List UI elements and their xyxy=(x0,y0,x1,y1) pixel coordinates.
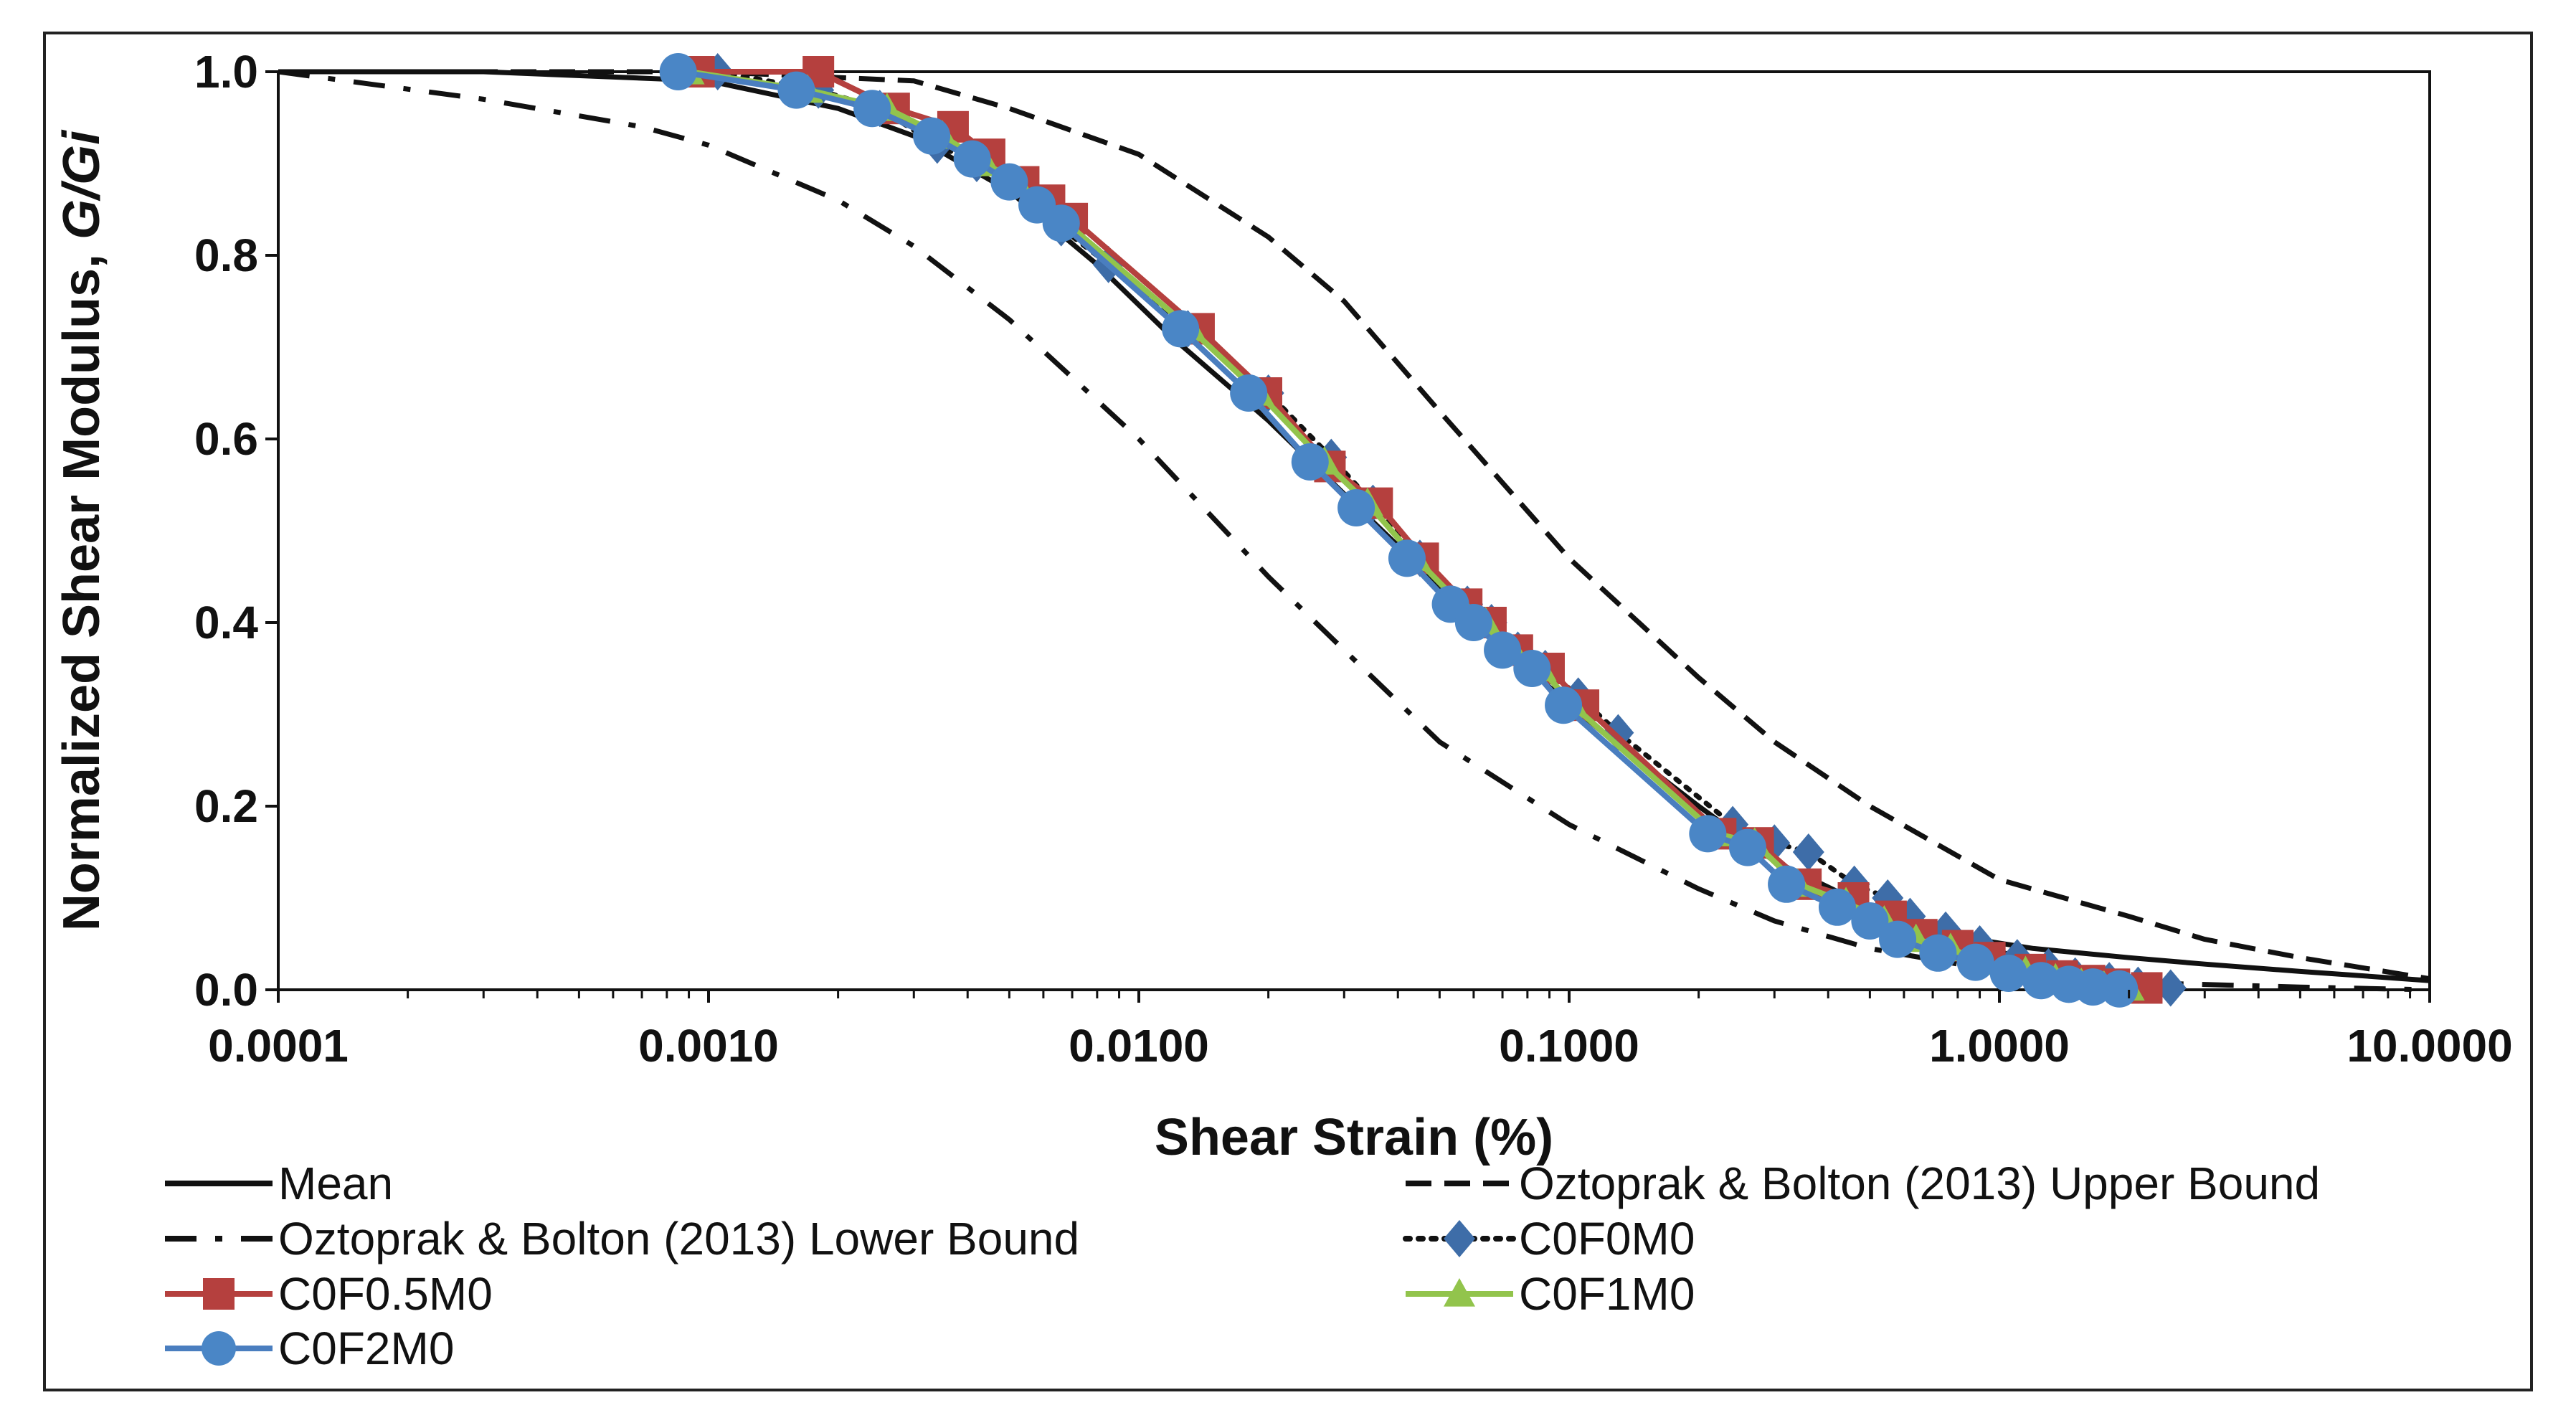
circle-marker xyxy=(953,140,991,178)
diamond-marker xyxy=(1444,1220,1475,1257)
circle-marker xyxy=(1230,374,1268,412)
diamond-marker xyxy=(2154,969,2187,1007)
legend-label-lower: Oztoprak & Bolton (2013) Lower Bound xyxy=(278,1213,1079,1264)
circle-marker xyxy=(202,1331,236,1366)
y-axis-title-italic: G/Gi xyxy=(53,129,110,240)
x-tick-label: 0.0010 xyxy=(638,1020,779,1072)
legend-item-lower: Oztoprak & Bolton (2013) Lower Bound xyxy=(165,1213,1079,1264)
circle-marker xyxy=(1388,539,1426,577)
legend-item-c0f0m0: C0F0M0 xyxy=(1403,1213,1695,1264)
series-line-c0f1m0 xyxy=(688,69,2129,991)
y-axis-title: Normalized Shear Modulus, G/Gi xyxy=(53,129,110,931)
ticks-layer: 0.0001 0.0010 0.0100 0.1000 1.0000 10.0000 0.0… xyxy=(194,46,2513,1072)
circle-marker xyxy=(1291,443,1329,481)
x-tick-label: 1.0000 xyxy=(1929,1020,2070,1072)
circle-marker xyxy=(1768,865,1806,903)
y-tick-label: 0.8 xyxy=(194,230,258,281)
legend: Mean Oztoprak & Bolton (2013) Upper Bound… xyxy=(165,1158,2320,1374)
circle-marker xyxy=(1545,686,1583,724)
y-tick-label: 0.0 xyxy=(194,964,258,1016)
circle-marker xyxy=(1919,934,1957,972)
legend-label-c0f1m0: C0F1M0 xyxy=(1519,1268,1695,1320)
x-axis-title: Shear Strain (%) xyxy=(1155,1109,1553,1166)
series-upper xyxy=(278,69,2430,982)
legend-item-c0f2m0: C0F2M0 xyxy=(165,1323,454,1374)
circle-marker xyxy=(1042,204,1080,242)
y-axis-title-main: Normalized Shear Modulus, xyxy=(53,240,110,931)
series-lower xyxy=(278,69,2430,993)
circle-marker xyxy=(1689,815,1727,853)
chart-frame xyxy=(43,32,2533,1391)
series-line-lower xyxy=(278,69,2430,993)
series-layer xyxy=(278,53,2430,1008)
y-tick-label: 0.4 xyxy=(194,597,258,648)
square-marker xyxy=(203,1278,235,1310)
series-c0f0m0 xyxy=(701,53,2187,1007)
triangle-marker xyxy=(1444,1278,1475,1307)
legend-item-c0f05m0: C0F0.5M0 xyxy=(165,1268,493,1320)
x-tick-label: 0.1000 xyxy=(1499,1020,1639,1072)
circle-marker xyxy=(1879,920,1917,958)
circle-marker xyxy=(659,53,697,90)
circle-marker xyxy=(1956,943,1994,981)
circle-marker xyxy=(853,90,891,128)
circle-marker xyxy=(1728,828,1766,866)
legend-label-c0f2m0: C0F2M0 xyxy=(278,1323,454,1374)
legend-label-c0f05m0: C0F0.5M0 xyxy=(278,1268,493,1320)
circle-marker xyxy=(913,117,951,155)
plot-area: 0.0001 0.0010 0.0100 0.1000 1.0000 10.0000 0.0… xyxy=(194,46,2513,1072)
x-tick-label: 0.0001 xyxy=(208,1020,349,1072)
circle-marker xyxy=(1162,310,1200,348)
legend-item-c0f1m0: C0F1M0 xyxy=(1406,1268,1695,1320)
series-line-c0f05m0 xyxy=(699,69,2147,991)
legend-item-mean: Mean xyxy=(165,1158,393,1209)
plot-box xyxy=(277,70,2431,991)
y-tick-label: 0.2 xyxy=(194,780,258,832)
series-c0f1m0 xyxy=(673,56,2145,1001)
circle-marker xyxy=(1337,489,1375,526)
legend-label-mean: Mean xyxy=(278,1158,393,1209)
y-tick-label: 0.6 xyxy=(194,413,258,465)
circle-marker xyxy=(1454,604,1492,641)
series-c0f05m0 xyxy=(683,56,2163,1004)
circle-marker xyxy=(1513,650,1551,687)
circle-marker xyxy=(777,71,815,109)
circle-marker xyxy=(990,163,1028,201)
circle-marker xyxy=(2101,970,2139,1008)
legend-label-c0f0m0: C0F0M0 xyxy=(1519,1213,1695,1264)
series-c0f2m0 xyxy=(659,53,2139,1008)
circle-marker xyxy=(2022,962,2060,1000)
x-tick-label: 0.0100 xyxy=(1069,1020,1209,1072)
x-tick-label: 10.0000 xyxy=(2347,1020,2512,1072)
diamond-marker xyxy=(1792,833,1824,871)
series-line-upper xyxy=(278,69,2430,982)
legend-item-upper: Oztoprak & Bolton (2013) Upper Bound xyxy=(1406,1158,2320,1209)
circle-marker xyxy=(1851,902,1889,940)
circle-marker xyxy=(1989,954,2027,992)
legend-label-upper: Oztoprak & Bolton (2013) Upper Bound xyxy=(1519,1158,2320,1209)
circle-marker xyxy=(1484,631,1522,669)
circle-marker xyxy=(1818,888,1856,926)
y-tick-label: 1.0 xyxy=(194,46,258,98)
